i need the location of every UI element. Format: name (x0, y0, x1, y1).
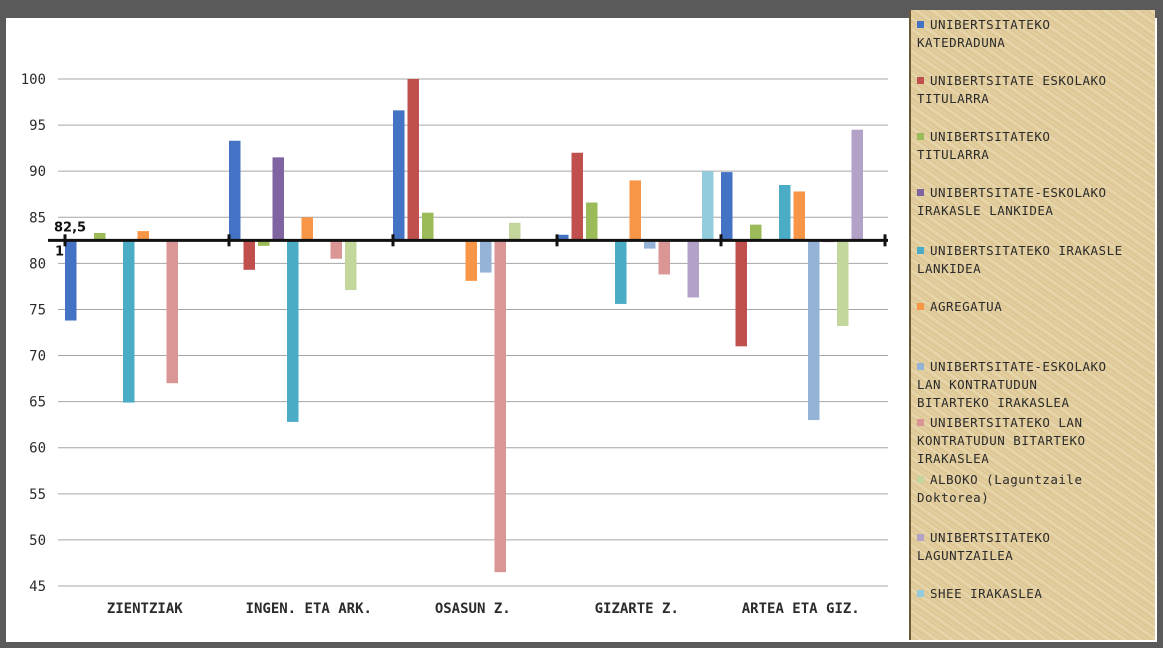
bar-9-5 (837, 240, 849, 327)
bar-2-2 (243, 240, 255, 270)
legend-swatch (917, 534, 924, 541)
legend-swatch (917, 133, 924, 140)
bar-5-5 (779, 185, 791, 241)
y-tick-label: 45 (29, 579, 46, 595)
bar-5-2 (287, 240, 299, 422)
legend-item: UNIBERTSITATEKO TITULARRA (917, 128, 1152, 164)
bar-1-4 (557, 234, 569, 241)
legend-label: ALBOKO (Laguntzaile Doktorea) (917, 472, 1083, 505)
legend-label: UNIBERTSITATEKO TITULARRA (917, 129, 1051, 162)
y-tick-label: 95 (29, 118, 46, 134)
bar-5-1 (123, 240, 135, 403)
y-tick-label: 75 (29, 302, 46, 318)
bar-9-3 (509, 222, 521, 241)
legend-swatch (917, 189, 924, 196)
bar-1-3 (393, 110, 405, 241)
legend-item: UNIBERTSITATE-ESKOLAKO IRAKASLE LANKIDEA (917, 184, 1152, 220)
legend-swatch (917, 21, 924, 28)
bar-9-2 (345, 240, 357, 291)
bar-6-4 (629, 180, 641, 241)
bar-10-4 (687, 240, 699, 298)
legend-label: UNIBERTSITATEKO LAN KONTRATUDUN BITARTEK… (917, 415, 1086, 466)
bar-8-4 (658, 240, 670, 275)
legend-label: AGREGATUA (930, 299, 1003, 314)
x-category-label: ZIENTZIAK (107, 601, 183, 617)
y-tick-label: 80 (29, 256, 46, 272)
bar-7-5 (808, 240, 820, 421)
bar-8-3 (494, 240, 506, 573)
bar-7-3 (480, 240, 492, 273)
y-tick-label: 55 (29, 487, 46, 503)
legend-swatch (917, 476, 924, 483)
bar-10-5 (851, 129, 863, 241)
legend-label: UNIBERTSITATEKO LAGUNTZAILEA (917, 530, 1051, 563)
bar-8-2 (330, 240, 342, 259)
bar-1-5 (721, 172, 733, 241)
legend-item: UNIBERTSITATEKO KATEDRADUNA (917, 16, 1152, 52)
bar-chart: 45 50 55 60 65 70 75 80 85 90 95 100 82,5 1 ZIENTZIAK I… (21, 72, 888, 617)
y-tick-label: 85 (29, 210, 46, 226)
y-tick-label: 65 (29, 395, 46, 411)
bar-6-3 (465, 240, 477, 281)
bar-2-5 (735, 240, 747, 347)
legend-item: UNIBERTSITATE-ESKOLAKO LAN KONTRATUDUN B… (917, 358, 1152, 412)
legend-swatch (917, 77, 924, 84)
legend-item: UNIBERTSITATE ESKOLAKO TITULARRA (917, 72, 1152, 108)
title-strip (0, 0, 1163, 18)
legend-item: UNIBERTSITATEKO IRAKASLE LANKIDEA (917, 242, 1152, 278)
legend-item: UNIBERTSITATEKO LAN KONTRATUDUN BITARTEK… (917, 414, 1152, 468)
x-category-label: INGEN. ETA ARK. (246, 601, 372, 617)
x-category-label: ARTEA ETA GIZ. (742, 601, 860, 617)
y-tick-label: 70 (29, 349, 46, 365)
bar-3-4 (586, 202, 598, 241)
y-tick-label: 100 (21, 72, 46, 88)
bar-6-1 (137, 231, 149, 241)
legend-label: UNIBERTSITATE-ESKOLAKO IRAKASLE LANKIDEA (917, 185, 1107, 218)
legend-item: ALBOKO (Laguntzaile Doktorea) (917, 471, 1152, 507)
bar-1-1 (65, 240, 77, 321)
y-tick-label: 50 (29, 533, 46, 549)
x-category-label: OSASUN Z. (435, 601, 511, 617)
legend-swatch (917, 363, 924, 370)
bar-3-2 (258, 240, 270, 246)
baseline-label-sub: 1 (55, 244, 64, 259)
legend-label: UNIBERTSITATE ESKOLAKO TITULARRA (917, 73, 1107, 106)
legend-swatch (917, 247, 924, 254)
legend-swatch (917, 419, 924, 426)
bar-5-4 (615, 240, 627, 304)
x-category-label: GIZARTE Z. (595, 601, 679, 617)
y-tick-label: 60 (29, 441, 46, 457)
bar-8-1 (166, 240, 178, 384)
bar-2-3 (407, 79, 419, 241)
bar-6-2 (301, 217, 313, 241)
legend-item: SHEE IRAKASLEA (917, 585, 1152, 603)
bar-2-4 (571, 152, 583, 241)
bar-7-4 (644, 240, 656, 249)
bar-1-2 (229, 140, 241, 241)
y-tick-label: 90 (29, 164, 46, 180)
bar-4-2 (272, 157, 284, 241)
bar-6-5 (793, 191, 805, 241)
bar-3-5 (750, 224, 762, 241)
legend-label: UNIBERTSITATE-ESKOLAKO LAN KONTRATUDUN B… (917, 359, 1107, 410)
legend-label: UNIBERTSITATEKO KATEDRADUNA (917, 17, 1051, 50)
bar-3-1 (94, 232, 106, 241)
legend: UNIBERTSITATEKO KATEDRADUNA UNIBERTSITATE… (909, 10, 1155, 640)
legend-swatch (917, 590, 924, 597)
legend-item: UNIBERTSITATEKO LAGUNTZAILEA (917, 529, 1152, 565)
baseline-label: 82,5 (54, 220, 86, 235)
bar-3-3 (422, 212, 434, 241)
legend-label: SHEE IRAKASLEA (930, 586, 1043, 601)
bar-11-4 (702, 171, 714, 241)
legend-label: UNIBERTSITATEKO IRAKASLE LANKIDEA (917, 243, 1123, 276)
legend-swatch (917, 303, 924, 310)
legend-item: AGREGATUA (917, 298, 1152, 316)
